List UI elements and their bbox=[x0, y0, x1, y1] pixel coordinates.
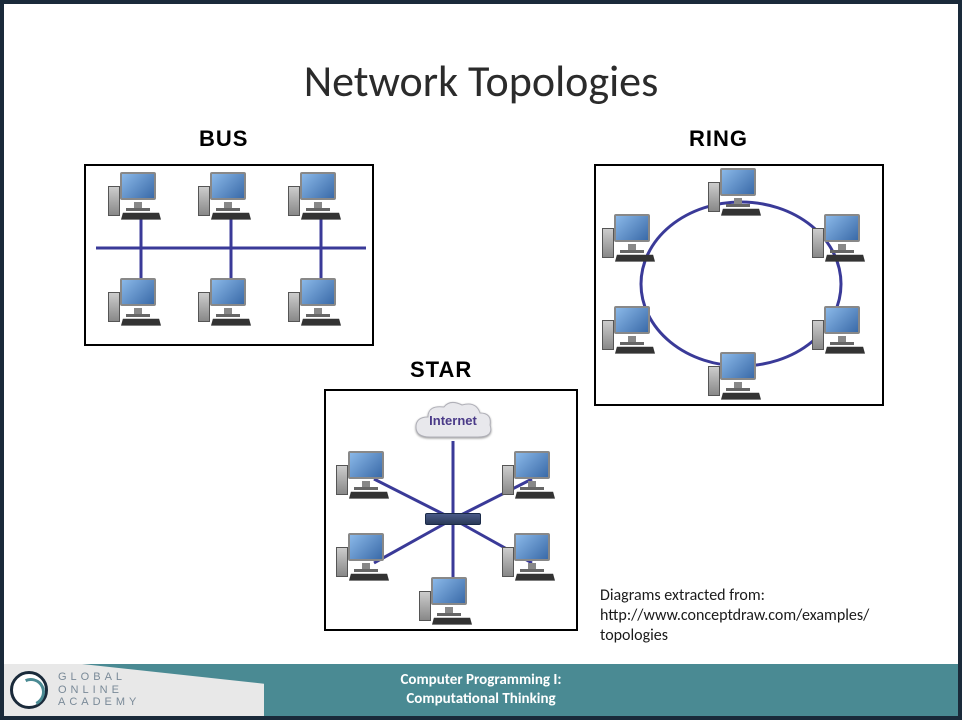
internet-label: Internet bbox=[410, 413, 496, 428]
star-pc bbox=[508, 451, 564, 503]
ring-pc bbox=[714, 168, 770, 220]
star-pc bbox=[508, 533, 564, 585]
bus-label: BUS bbox=[199, 126, 248, 152]
bus-pc bbox=[114, 278, 170, 330]
bus-pc bbox=[294, 172, 350, 224]
footer-bar: GLOBAL ONLINE ACADEMY Computer Programmi… bbox=[4, 664, 958, 716]
attribution: Diagrams extracted from: http://www.conc… bbox=[600, 586, 920, 646]
bus-pc bbox=[204, 278, 260, 330]
star-pc bbox=[342, 533, 398, 585]
internet-cloud: Internet bbox=[410, 399, 496, 447]
ring-pc bbox=[714, 352, 770, 404]
bus-pc bbox=[204, 172, 260, 224]
attrib-line2: http://www.conceptdraw.com/examples/ bbox=[600, 606, 920, 626]
page-title: Network Topologies bbox=[4, 54, 958, 108]
star-hub bbox=[425, 513, 481, 525]
footer-title: Computer Programming I: bbox=[4, 671, 958, 690]
ring-pc bbox=[818, 306, 874, 358]
footer-subtitle: Computational Thinking bbox=[4, 690, 958, 709]
ring-diagram bbox=[594, 164, 884, 406]
bus-pc bbox=[294, 278, 350, 330]
footer-center: Computer Programming I: Computational Th… bbox=[4, 671, 958, 709]
ring-label: RING bbox=[689, 126, 748, 152]
slide: Network Topologies BUS RING STAR bbox=[4, 4, 958, 716]
star-pc bbox=[342, 451, 398, 503]
star-label: STAR bbox=[410, 357, 472, 383]
star-diagram: Internet bbox=[324, 389, 578, 631]
bus-diagram bbox=[84, 164, 374, 346]
ring-pc bbox=[818, 214, 874, 266]
ring-pc bbox=[608, 306, 664, 358]
attrib-line1: Diagrams extracted from: bbox=[600, 586, 920, 606]
ring-pc bbox=[608, 214, 664, 266]
bus-pc bbox=[114, 172, 170, 224]
attrib-line3: topologies bbox=[600, 626, 920, 646]
star-pc bbox=[425, 577, 481, 629]
